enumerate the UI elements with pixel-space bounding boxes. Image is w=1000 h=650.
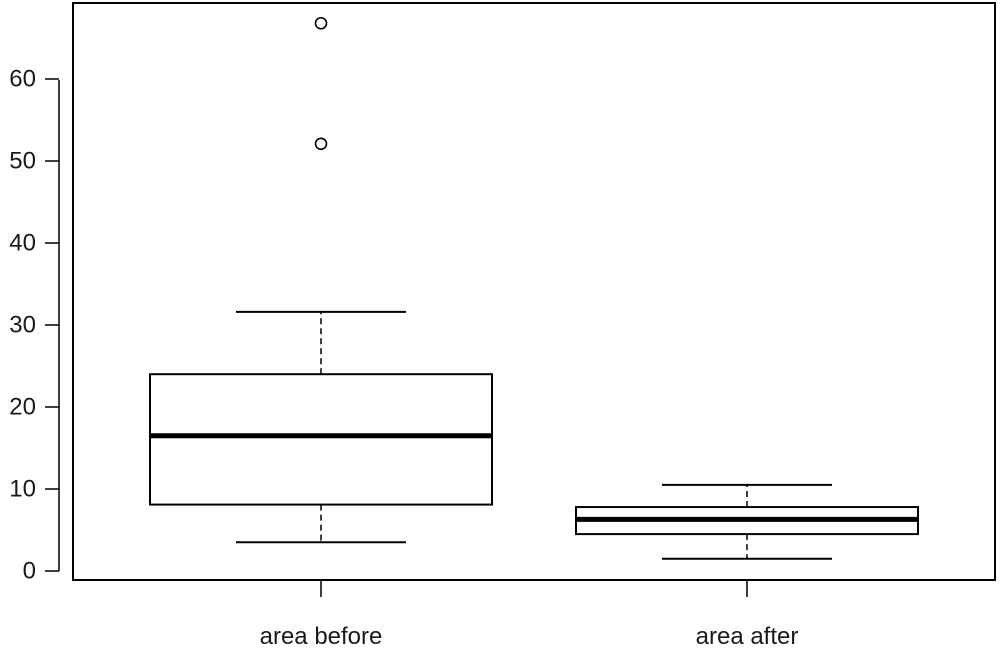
y-tick-label: 40	[9, 230, 36, 257]
outlier-point	[314, 16, 328, 30]
box-area-after	[575, 483, 919, 560]
x-category-label: area after	[696, 623, 799, 650]
x-category-label: area before	[260, 623, 383, 650]
box-area-before	[149, 16, 493, 544]
y-tick-label: 30	[9, 312, 36, 339]
x-axis: area before area after	[260, 580, 799, 650]
outlier-point	[314, 137, 328, 151]
box-group	[149, 16, 919, 560]
y-tick-label: 0	[23, 558, 36, 585]
y-axis: 0 10 20 30 40 50 60	[9, 66, 59, 585]
iqr-box	[149, 373, 493, 506]
plot-frame	[72, 2, 996, 581]
y-tick-label: 60	[9, 66, 36, 93]
y-tick-label: 10	[9, 476, 36, 503]
y-tick-label: 50	[9, 148, 36, 175]
y-tick-label: 20	[9, 394, 36, 421]
